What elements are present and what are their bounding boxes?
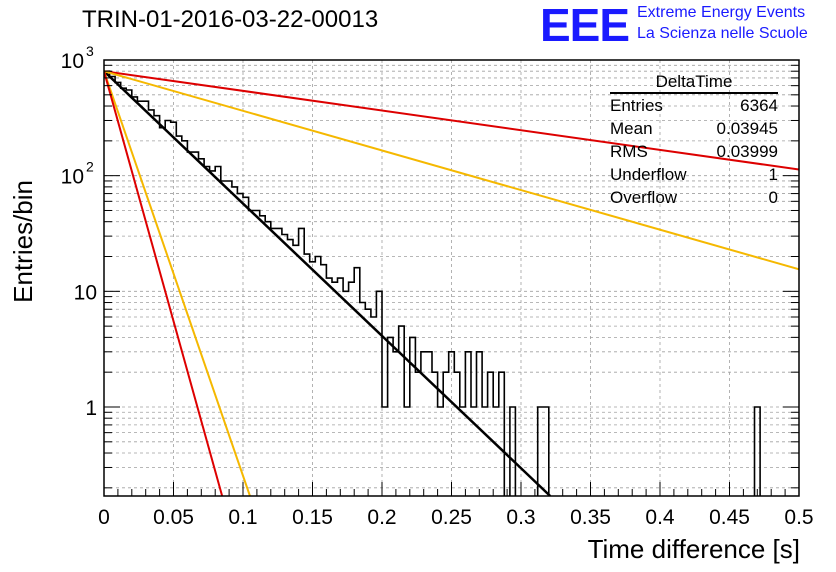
x-tick-label: 0.35: [570, 506, 611, 529]
fit-line: [104, 70, 251, 496]
x-tick-label: 0.3: [506, 506, 535, 529]
x-tick-labels: 0 0.05 0.1 0.15 0.2 0.25 0.3 0.35 0.4 0.45 0.5: [98, 506, 813, 529]
logo-caption: Extreme Energy Events La Scienza nelle S…: [637, 2, 808, 44]
fit-line: [104, 70, 799, 271]
x-tick-label: 0.1: [228, 506, 257, 529]
y-axis-label: Entries/bin: [8, 180, 38, 303]
stats-row: Overflow 0: [610, 186, 778, 209]
y-tick-exponent: 2: [86, 159, 94, 175]
grid-lines: [104, 59, 799, 496]
x-tick-label: 0.5: [784, 506, 813, 529]
logo-line-1: Extreme Energy Events: [637, 4, 806, 21]
stats-value: 0: [768, 188, 778, 207]
y-tick-label: 1: [85, 397, 97, 420]
stats-value: 6364: [740, 96, 778, 115]
stats-value: 1: [768, 165, 778, 184]
logo-line-2: La Scienza nelle Scuole: [637, 25, 808, 42]
stats-box: DeltaTime Entries 6364 Mean 0.03945 RMS 0.0…: [610, 72, 778, 209]
stats-row: RMS 0.03999: [610, 140, 778, 163]
y-tick-label: 10: [61, 50, 84, 73]
x-tick-label: 0.25: [431, 506, 472, 529]
stats-box-title: DeltaTime: [610, 72, 778, 94]
x-tick-label: 0.4: [645, 506, 675, 529]
x-axis-label: Time difference [s]: [587, 534, 800, 564]
stats-row: Mean 0.03945: [610, 117, 778, 140]
y-axis-label-wrap: Entries/bin: [8, 140, 48, 303]
stats-label: Underflow: [610, 165, 687, 184]
x-tick-label: 0.05: [153, 506, 194, 529]
y-tick-label: 10: [74, 281, 97, 304]
x-tick-label: 0.2: [367, 506, 396, 529]
stats-label: Entries: [610, 96, 663, 115]
stats-row: Entries 6364: [610, 94, 778, 117]
fit-line: [104, 70, 552, 496]
stats-label: Mean: [610, 119, 653, 138]
fit-line: [104, 70, 224, 496]
stats-label: RMS: [610, 142, 648, 161]
chart-title: TRIN-01-2016-03-22-00013: [82, 6, 379, 33]
axis-ticks: [103, 59, 800, 496]
y-tick-label: 10: [61, 166, 84, 189]
y-tick-exponent: 3: [86, 43, 94, 59]
histogram-outline: [104, 70, 761, 496]
x-tick-label: 0: [98, 506, 110, 529]
stats-label: Overflow: [610, 188, 678, 207]
x-tick-label: 0.15: [292, 506, 333, 529]
stats-value: 0.03945: [716, 119, 778, 138]
eee-logo: EEE: [540, 0, 630, 51]
x-tick-label: 0.45: [709, 506, 750, 529]
stats-value: 0.03999: [716, 142, 778, 161]
stats-row: Underflow 1: [610, 163, 778, 186]
fit-line: [104, 70, 799, 171]
